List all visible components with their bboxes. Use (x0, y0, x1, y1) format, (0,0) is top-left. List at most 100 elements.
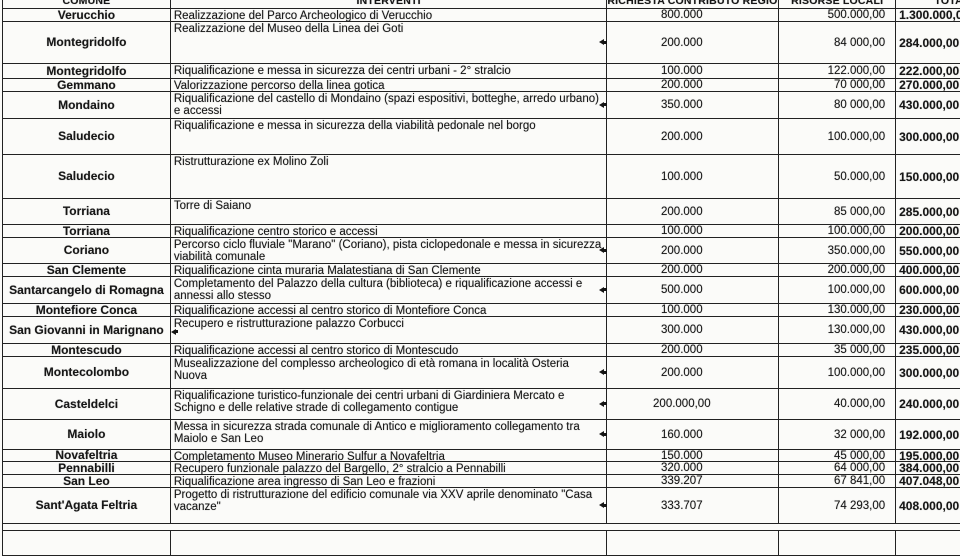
totale-cell: 407.048,00 (899, 474, 960, 488)
comune-cell: Saludecio (3, 119, 171, 154)
richiesta-cell: 200.000 (607, 22, 780, 63)
risorse-cell: 85 000,00 (779, 199, 897, 224)
richiesta-cell: 339.207 (607, 475, 780, 487)
totale-cell: 300.000,00 (899, 129, 960, 144)
risorse-cell: 50.000,00 (779, 155, 897, 198)
totale-cell: 408.000,00 (899, 498, 960, 513)
table-header-row: COMUNE INTERVENTI RICHIESTA CONTRIBUTO R… (3, 0, 960, 9)
intervento-cell: Completamento Museo Minerario Sulfur a N… (171, 450, 608, 463)
comment-marker-icon (599, 39, 607, 45)
comune-cell: Montegridolfo (3, 22, 171, 63)
intervento-text: Riqualificazione centro storico e access… (173, 225, 378, 238)
header-comune-label: COMUNE (62, 0, 111, 7)
table-row: Mondaino Riqualificazione del castello d… (3, 92, 960, 119)
richiesta-cell: 200.000 (607, 79, 780, 91)
table-row: Saludecio Ristrutturazione ex Molino Zol… (3, 155, 960, 199)
comune-cell: Montegridolfo (3, 64, 171, 78)
totale-cell: 430.000,00 (899, 323, 960, 337)
intervento-cell: Recupero e ristrutturazione palazzo Corb… (170, 317, 608, 343)
totale-cell: 240.000,00 (899, 397, 960, 411)
intervento-text: Musealizzazione del complesso archeologi… (173, 357, 569, 383)
risorse-cell: 130.000,00 (779, 304, 897, 316)
table-row: Casteldelci Riqualificazione turistico-f… (3, 389, 960, 420)
risorse-cell (779, 531, 897, 555)
intervento-cell: Percorso ciclo fluviale "Marano" (Corian… (171, 238, 608, 263)
table-row: Coriano Percorso ciclo fluviale "Marano"… (3, 238, 960, 264)
risorse-cell: 32 000,00 (779, 420, 897, 449)
intervento-text: Realizzazione del Museo della Linea dei … (173, 22, 404, 35)
intervento-cell: Riqualificazione area ingresso di San Le… (171, 475, 608, 488)
comment-marker-icon (599, 101, 607, 108)
risorse-cell: 100.000,00 (779, 357, 897, 388)
header-totale: TOTALE (896, 0, 960, 8)
intervento-text: Riqualificazione turistico-funzionale de… (173, 389, 565, 415)
richiesta-cell: 500.000 (607, 277, 780, 303)
totale-cell: 600.000,00 (899, 283, 960, 297)
intervento-cell (171, 531, 608, 555)
totale-cell: 192.000,00 (899, 427, 960, 442)
header-totale-label: TOTALE (934, 0, 960, 7)
risorse-cell: 100.000,00 (779, 225, 897, 237)
comune-cell: Saludecio (3, 155, 171, 198)
risorse-cell: 84 000,00 (779, 22, 897, 63)
risorse-cell: 100.000,00 (779, 277, 897, 303)
comment-marker-icon (599, 247, 607, 253)
header-interventi-label: INTERVENTI (356, 0, 421, 7)
intervento-cell: Progetto di ristrutturazione del edifici… (171, 488, 608, 523)
comment-marker-icon (170, 328, 179, 335)
totale-cell: 235.000,00 (899, 343, 960, 357)
richiesta-cell: 200.000,00 (607, 389, 780, 419)
table-row: Novafeltria Completamento Museo Minerari… (3, 449, 960, 463)
richiesta-cell: 100.000 (607, 225, 780, 237)
risorse-cell: 130.000,00 (779, 317, 897, 343)
comment-marker-icon (599, 431, 607, 437)
intervento-text: Riqualificazione area ingresso di San Le… (173, 475, 436, 488)
risorse-cell: 67 841,00 (779, 475, 897, 487)
intervento-text: Riqualificazione e messa in sicurezza de… (173, 64, 511, 77)
header-risorse: RISORSE LOCALI (779, 0, 897, 8)
risorse-cell: 500.000,00 (779, 9, 897, 21)
table-row: Santarcangelo di Romagna Completamento d… (3, 277, 960, 304)
totale-cell: 230.000,00 (899, 303, 960, 317)
table-row: Maiolo Messa in sicurezza strada comunal… (3, 420, 960, 450)
intervento-text: Percorso ciclo fluviale "Marano" (Corian… (173, 238, 602, 264)
totale-cell: 284.000,00 (899, 35, 960, 50)
table-body: Verucchio Realizzazione del Parco Archeo… (3, 8, 960, 556)
table-row: Montefiore Conca Riqualificazione access… (3, 303, 960, 317)
richiesta-cell: 200.000 (607, 357, 780, 388)
intervento-cell: Ristrutturazione ex Molino Zoli (171, 155, 608, 198)
intervento-cell: Valorizzazione percorso della linea goti… (171, 79, 608, 92)
intervento-cell: Riqualificazione accessi al centro stori… (171, 344, 608, 357)
intervento-cell: Riqualificazione accessi al centro stori… (171, 304, 608, 317)
richiesta-cell: 200.000 (607, 119, 780, 154)
richiesta-cell: 333.707 (607, 488, 780, 523)
risorse-cell: 100.000,00 (779, 119, 897, 154)
intervento-text: Messa in sicurezza strada comunale di An… (173, 420, 580, 446)
richiesta-cell: 800.000 (607, 9, 780, 21)
header-richiesta-label: RICHIESTA CONTRIBUTO REGIONALE (607, 0, 778, 7)
totale-cell: 285.000,00 (899, 204, 960, 219)
intervento-cell: Torre di Saiano (171, 199, 608, 224)
intervento-cell: Riqualificazione turistico-funzionale de… (171, 389, 608, 419)
intervento-text: Recupero funzionale palazzo del Bargello… (173, 462, 506, 475)
intervento-cell: Riqualificazione centro storico e access… (171, 225, 608, 238)
table-row: Pennabilli Recupero funzionale palazzo d… (3, 461, 960, 475)
richiesta-cell: 200.000 (607, 344, 780, 356)
comune-cell: Maiolo (3, 420, 171, 449)
risorse-cell: 350.000,00 (779, 238, 897, 263)
risorse-cell: 80 000,00 (779, 92, 897, 118)
intervento-text: Progetto di ristrutturazione del edifici… (173, 488, 593, 514)
totale-cell: 550.000,00 (899, 243, 960, 258)
comune-cell: Montescudo (3, 344, 171, 356)
table-row: Sant'Agata Feltria Progetto di ristruttu… (3, 488, 960, 524)
intervento-text: Completamento del Palazzo della cultura … (173, 277, 583, 303)
intervento-cell: Completamento del Palazzo della cultura … (171, 277, 608, 303)
intervento-cell: Riqualificazione del castello di Mondain… (171, 92, 608, 118)
risorse-cell: 45 000,00 (779, 450, 897, 462)
comune-cell: Novafeltria (3, 449, 171, 462)
comune-cell: Casteldelci (3, 389, 171, 419)
richiesta-cell: 100.000 (607, 155, 780, 198)
risorse-cell: 35 000,00 (779, 344, 897, 356)
